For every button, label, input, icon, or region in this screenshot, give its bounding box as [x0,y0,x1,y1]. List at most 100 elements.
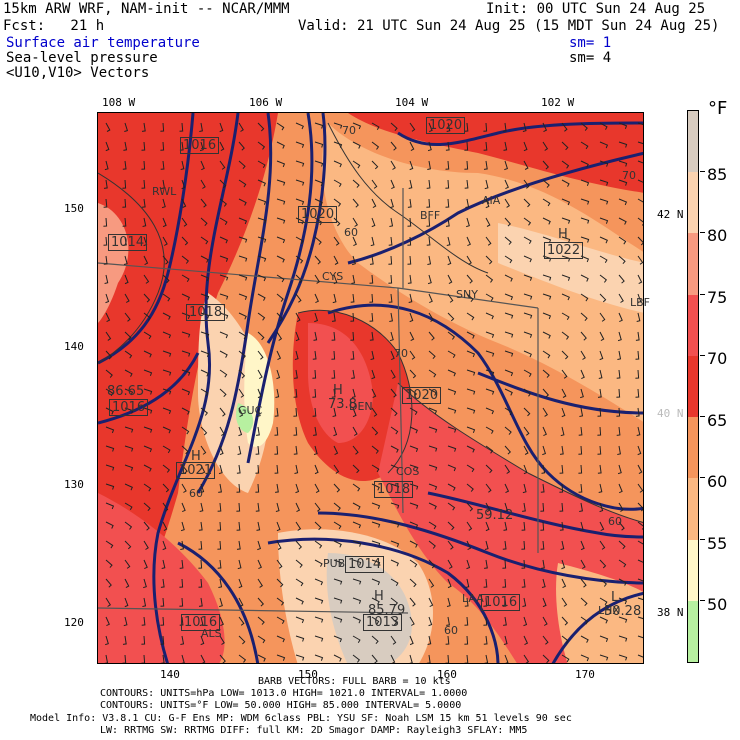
wind-barb [257,597,265,607]
wind-barb [198,521,203,531]
wind-barb [142,597,147,607]
wind-barb [523,388,532,397]
wind-barb [276,312,284,322]
wind-barb [428,502,437,510]
wind-barb [522,122,527,132]
wind-barb [542,445,547,456]
wind-barb [295,597,304,605]
wind-barb [540,521,545,531]
wind-barb [485,312,494,320]
wind-barb [561,141,569,151]
wind-barb [427,255,432,265]
wind-barb [219,635,225,645]
wind-barb [105,407,114,415]
wind-barb [599,312,606,322]
wind-barb [295,331,300,342]
wind-barb [200,293,210,300]
wind-barb [369,312,374,322]
wind-barb [561,654,570,663]
wind-barb [637,141,643,145]
wind-barb [276,293,284,302]
wind-barb [636,312,641,322]
wind-barb [257,274,267,282]
wind-barb [597,407,602,417]
wind-barb [257,312,266,321]
wind-barb [371,540,381,547]
wind-barb [428,483,438,490]
wind-barb [200,312,210,319]
wind-barb [428,350,436,360]
wind-barb [161,179,165,189]
wind-barb [333,597,343,604]
wind-barb [597,445,602,455]
wind-barb [523,160,529,170]
wind-barb [238,179,247,188]
wind-barb [523,217,532,226]
wind-barb [580,236,590,243]
lon-label: 108 W [102,96,136,109]
wind-barb [616,388,621,398]
wind-barb [559,483,564,493]
legend-swatch [688,172,698,234]
legend-tick [700,354,705,356]
wind-barb [447,445,457,452]
wind-barb [618,540,626,550]
wind-barb [312,369,317,379]
wind-barb [599,597,608,606]
wind-barb [352,578,362,585]
wind-barb [390,483,400,490]
wind-barb [504,293,514,301]
wind-barb [333,217,341,227]
wind-barb [447,502,456,511]
wind-barb [580,141,589,150]
wind-barb [371,635,379,645]
wind-barb [274,426,279,436]
wind-barb [561,217,571,224]
wind-barb [181,274,190,283]
wind-barb [521,521,526,531]
wind-barb [389,312,393,322]
wind-barb [257,198,267,205]
wind-barb [542,635,549,645]
station-label: DEN [349,400,373,413]
wind-barb [276,540,282,550]
wind-barb [123,236,127,246]
wind-barb [447,540,454,550]
wind-barb [143,369,153,376]
wind-barb [580,350,586,360]
wind-barb [314,578,324,586]
wind-barb [199,141,204,152]
wind-barb [466,445,475,453]
wind-barb [256,426,260,436]
wind-barb [104,160,109,171]
wind-barb [637,635,643,639]
wind-barb [618,521,625,531]
model-info-2: LW: RRTMG SW: RRTMG DIFF: full KM: 2D Sm… [100,725,528,736]
wind-barb [390,521,400,528]
wind-barb [447,293,454,303]
wind-barb [255,464,260,474]
wind-barb [561,293,570,301]
wind-barb [390,198,394,209]
lon-label: 102 W [541,96,575,109]
wind-barb [618,179,628,186]
wind-barb [504,502,509,513]
wind-barb [521,559,526,569]
wind-barb [143,540,149,550]
wind-barb [599,274,607,283]
wind-barb [352,141,361,149]
legend-swatch [688,600,698,662]
wind-barb [523,445,529,455]
wind-barb [635,369,640,379]
wind-barb [541,464,546,474]
wind-barb [314,597,324,604]
isobars [98,113,643,663]
wind-barb [485,331,495,338]
wind-barb [618,141,628,148]
wind-barb [523,236,532,244]
wind-barb [542,426,547,437]
wind-barb [484,654,489,663]
wind-barb [105,483,115,490]
wind-barb [428,122,433,133]
pressure-label: 1018 [186,304,226,321]
